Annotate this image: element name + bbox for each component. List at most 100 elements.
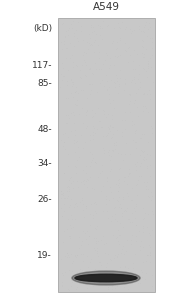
- Point: [126, 206, 129, 210]
- Point: [96, 127, 99, 132]
- Point: [150, 198, 153, 203]
- Point: [66, 255, 69, 260]
- Point: [84, 51, 87, 56]
- Point: [134, 209, 136, 214]
- Point: [74, 253, 77, 258]
- Point: [93, 247, 96, 252]
- Point: [108, 184, 111, 189]
- Point: [74, 287, 77, 292]
- Point: [92, 129, 95, 134]
- Point: [122, 88, 125, 92]
- Point: [105, 133, 108, 138]
- Point: [138, 174, 141, 178]
- Point: [113, 140, 116, 145]
- Point: [97, 238, 100, 243]
- Point: [98, 260, 101, 264]
- Point: [97, 175, 100, 180]
- Point: [151, 36, 154, 40]
- Point: [151, 79, 154, 84]
- Point: [139, 164, 141, 169]
- Point: [69, 111, 72, 116]
- Point: [143, 54, 146, 59]
- Point: [71, 110, 74, 115]
- Point: [107, 130, 110, 135]
- Point: [129, 92, 131, 96]
- Point: [139, 80, 142, 85]
- Point: [103, 147, 106, 152]
- Point: [90, 30, 93, 35]
- Point: [111, 98, 114, 103]
- Point: [71, 179, 74, 184]
- Point: [63, 140, 66, 145]
- Point: [132, 75, 135, 80]
- Point: [150, 227, 153, 232]
- Point: [70, 21, 73, 26]
- Point: [143, 277, 146, 282]
- Text: A549: A549: [93, 2, 120, 12]
- Point: [131, 185, 134, 190]
- Point: [134, 215, 137, 220]
- Point: [81, 208, 84, 213]
- Point: [83, 178, 85, 182]
- Point: [89, 137, 92, 142]
- Point: [83, 50, 85, 55]
- Point: [92, 235, 95, 240]
- Point: [115, 142, 118, 147]
- Point: [94, 159, 96, 164]
- Point: [85, 185, 88, 190]
- Point: [93, 187, 96, 191]
- Point: [87, 32, 90, 36]
- Point: [145, 157, 148, 161]
- Point: [108, 101, 111, 106]
- Point: [105, 261, 108, 266]
- Point: [118, 165, 121, 170]
- Point: [111, 125, 114, 130]
- Point: [152, 212, 154, 217]
- Point: [145, 92, 148, 96]
- Point: [68, 116, 71, 120]
- Point: [107, 65, 110, 70]
- Point: [115, 234, 118, 239]
- Point: [110, 116, 113, 121]
- Point: [81, 146, 84, 150]
- Point: [71, 53, 73, 58]
- Point: [69, 181, 72, 185]
- Point: [121, 214, 124, 219]
- Point: [105, 73, 107, 78]
- Point: [106, 280, 109, 285]
- Point: [103, 242, 105, 246]
- Point: [121, 158, 124, 163]
- Text: 26-: 26-: [37, 196, 52, 205]
- Point: [88, 149, 91, 154]
- Point: [129, 152, 132, 156]
- Point: [90, 160, 93, 164]
- Point: [134, 162, 137, 167]
- Point: [115, 128, 118, 133]
- Point: [84, 59, 87, 64]
- Point: [144, 104, 147, 109]
- Point: [148, 253, 151, 257]
- Point: [122, 244, 125, 249]
- Point: [108, 129, 111, 134]
- Point: [132, 206, 135, 210]
- Point: [119, 35, 122, 40]
- Point: [87, 177, 90, 182]
- Point: [93, 246, 96, 250]
- Point: [101, 146, 104, 151]
- Point: [128, 92, 131, 97]
- Point: [129, 92, 132, 97]
- Point: [68, 222, 71, 227]
- Point: [133, 122, 136, 126]
- Point: [107, 22, 110, 27]
- Point: [109, 153, 112, 158]
- Point: [62, 73, 65, 78]
- Point: [119, 265, 122, 270]
- Point: [61, 60, 64, 65]
- Point: [104, 50, 107, 55]
- Point: [115, 46, 118, 50]
- Point: [66, 120, 69, 125]
- Point: [105, 194, 108, 198]
- Point: [60, 257, 63, 262]
- Point: [85, 204, 88, 208]
- Point: [145, 186, 148, 191]
